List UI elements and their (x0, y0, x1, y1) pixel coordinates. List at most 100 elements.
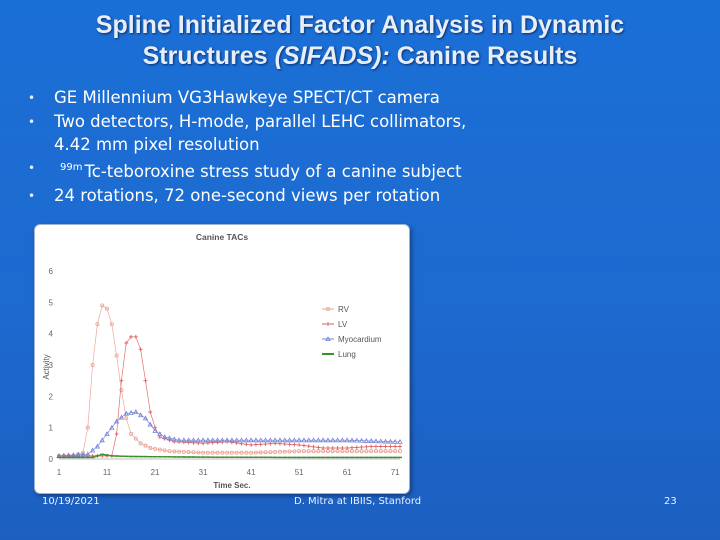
data-point-myocardium (373, 438, 379, 444)
data-point-myocardium (286, 437, 293, 443)
data-point-lv (311, 444, 316, 449)
data-point-lv (340, 446, 345, 451)
data-point-myocardium (147, 421, 153, 427)
data-point-lv (210, 440, 215, 445)
bullet-text: GE Millennium VG3Hawkeye SPECT/CT camera (54, 88, 440, 107)
data-point-lv (148, 410, 153, 414)
data-point-myocardium (137, 412, 144, 418)
series-line-myocardium (58, 411, 400, 457)
data-point-rv (157, 447, 162, 452)
data-point-myocardium (397, 438, 403, 444)
x-tick-label: 1 (57, 468, 62, 477)
data-point-rv (268, 450, 273, 455)
data-point-rv (167, 449, 172, 454)
data-point-myocardium (70, 452, 77, 458)
data-point-rv (378, 449, 383, 454)
data-point-myocardium (301, 437, 307, 443)
data-point-myocardium (368, 438, 374, 443)
data-point-rv (114, 353, 119, 358)
data-point-myocardium (229, 437, 235, 443)
x-tick-label: 51 (295, 468, 304, 477)
data-point-rv (205, 450, 210, 455)
data-point-rv (220, 450, 225, 455)
data-point-myocardium (219, 437, 225, 443)
data-point-myocardium (195, 437, 201, 443)
series-line-rv (59, 304, 400, 457)
data-point-rv (191, 450, 196, 455)
data-point-myocardium (334, 437, 341, 443)
data-point-lv (354, 445, 359, 450)
data-point-lv (306, 444, 311, 449)
x-tick-label: 61 (343, 468, 352, 477)
legend-label-rv: RV (338, 305, 350, 314)
data-point-myocardium (210, 437, 216, 443)
data-point-rv (301, 449, 306, 454)
chart-y-axis-label: Activity (42, 354, 51, 379)
data-point-lv (292, 442, 297, 447)
data-point-myocardium (234, 437, 240, 443)
data-point-rv (133, 436, 138, 441)
data-point-rv (287, 449, 292, 454)
data-point-rv (292, 449, 297, 454)
data-point-lv (133, 334, 138, 339)
data-point-myocardium (190, 437, 197, 443)
data-point-myocardium (354, 437, 360, 443)
data-point-lv (364, 444, 369, 449)
data-point-lv (330, 446, 335, 451)
bullet-item: • Two detectors, H-mode, parallel LEHC c… (28, 110, 708, 156)
data-point-myocardium (99, 437, 105, 443)
data-point-lv (316, 445, 321, 450)
bullet-dot-icon: • (28, 161, 36, 175)
data-point-rv (273, 449, 278, 454)
data-point-myocardium (267, 437, 274, 443)
data-point-rv (258, 450, 263, 455)
data-point-rv (143, 443, 148, 448)
data-point-rv (249, 450, 254, 455)
y-tick-label: 5 (49, 298, 54, 307)
data-point-rv (105, 306, 110, 311)
data-point-myocardium (330, 437, 336, 443)
footer-credit: D. Mitra at IBIIS, Stanford (294, 496, 422, 507)
data-point-myocardium (320, 437, 326, 443)
data-point-lv (124, 341, 129, 346)
isotope-superscript: 99m (60, 162, 83, 173)
data-point-myocardium (113, 418, 120, 424)
page-number: 23 (664, 496, 677, 507)
data-point-myocardium (378, 438, 384, 444)
x-tick-label: 41 (247, 468, 256, 477)
title-line-1: Spline Initialized Factor Analysis in Dy… (95, 11, 625, 39)
x-tick-label: 21 (151, 468, 160, 477)
data-point-rv (181, 449, 186, 454)
data-point-lv (277, 441, 282, 446)
data-point-rv (369, 449, 374, 454)
data-point-rv (263, 450, 268, 455)
data-point-lv (301, 443, 306, 448)
data-point-rv (316, 449, 321, 454)
data-point-myocardium (358, 437, 365, 443)
y-tick-label: 2 (49, 392, 54, 401)
data-point-myocardium (344, 437, 350, 443)
data-point-rv (306, 449, 311, 454)
y-tick-label: 1 (49, 424, 54, 433)
data-point-rv (253, 450, 258, 455)
data-point-myocardium (315, 437, 322, 443)
bullet-text-continuation: 4.42 mm pixel resolution (54, 135, 260, 154)
data-point-rv (297, 449, 302, 454)
data-point-myocardium (272, 437, 278, 443)
data-point-rv (95, 322, 100, 327)
bullet-dot-icon: • (28, 189, 36, 203)
data-point-lv (114, 431, 119, 436)
bullet-item: • 99m Tc-teboroxine stress study of a can… (28, 156, 708, 184)
bullet-item: • 24 rotations, 72 one-second views per … (28, 184, 708, 208)
data-point-lv (244, 442, 249, 447)
chart-legend: RV LV Myocardium Lung (322, 305, 382, 359)
data-point-lv (287, 442, 292, 447)
x-tick-label: 71 (391, 468, 400, 477)
data-point-myocardium (392, 438, 398, 444)
data-point-lv (253, 442, 258, 447)
data-point-myocardium (382, 438, 389, 444)
data-point-rv (234, 450, 239, 455)
x-tick-label: 31 (199, 468, 208, 477)
chart-title: Canine TACs (196, 232, 249, 242)
